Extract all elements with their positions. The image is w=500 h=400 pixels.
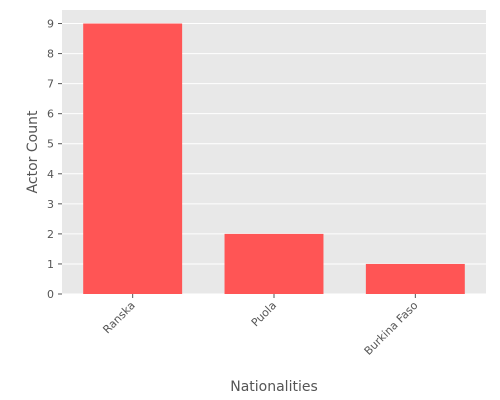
y-tick-label: 3 [47, 198, 54, 211]
y-axis-title: Actor Count [25, 110, 41, 193]
y-tick-label: 9 [47, 18, 54, 31]
y-tick-label: 2 [47, 228, 54, 241]
x-tick-label: Ranska [100, 299, 137, 336]
y-tick-label: 8 [47, 48, 54, 61]
bars [83, 23, 465, 295]
bar-burkina-faso [365, 263, 465, 294]
bar-puola [224, 233, 324, 294]
y-tick-label: 0 [47, 288, 54, 301]
y-tick-label: 7 [47, 78, 54, 91]
bar-ranska [83, 23, 183, 295]
x-axis-ticks: Ranska Puola Burkina Faso [100, 294, 421, 358]
y-tick-label: 1 [47, 258, 54, 271]
y-tick-label: 5 [47, 138, 54, 151]
x-tick-label: Puola [249, 299, 279, 329]
x-axis-title: Nationalities [230, 379, 318, 395]
x-tick-label: Burkina Faso [362, 299, 421, 358]
y-tick-label: 4 [47, 168, 54, 181]
y-axis-ticks: 0 1 2 3 4 5 6 7 8 9 [47, 18, 62, 301]
y-tick-label: 6 [47, 108, 54, 121]
